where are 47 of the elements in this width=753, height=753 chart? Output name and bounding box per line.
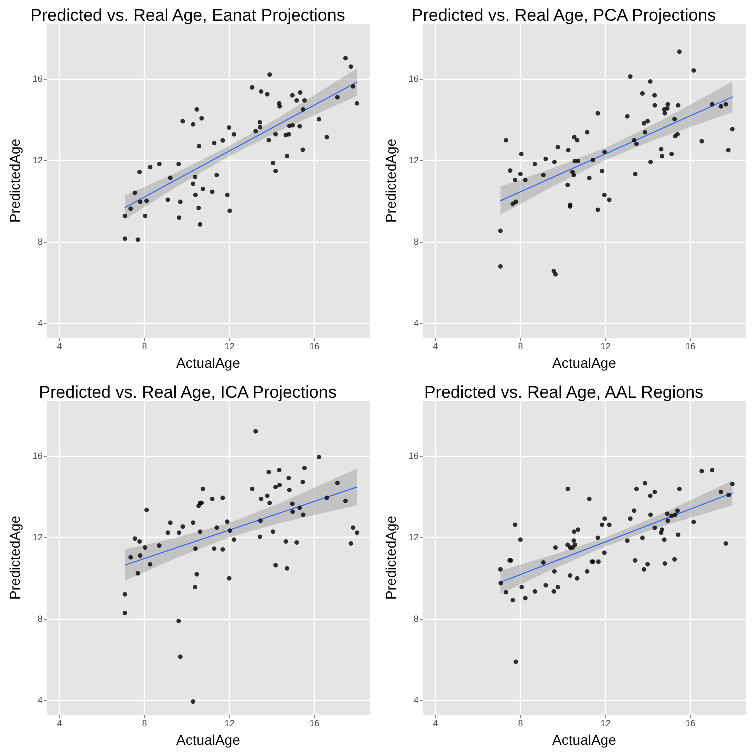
y-axis-title: PredictedAge (7, 515, 23, 600)
x-tick-label: 16 (310, 718, 320, 728)
line-series (124, 82, 358, 208)
y-tick-label: 16 (32, 74, 43, 84)
y-tick-label: 4 (414, 318, 419, 329)
x-tick-label: 16 (686, 342, 696, 352)
y-axis-title: PredictedAge (383, 138, 399, 224)
line-series (124, 486, 358, 566)
x-tick-label: 12 (600, 342, 611, 352)
y-tick-label: 8 (38, 237, 43, 248)
x-tick-label: 8 (518, 718, 524, 728)
x-tick-label: 8 (142, 718, 148, 728)
x-axis-title: ActualAge (552, 731, 617, 748)
x-axis-title: ActualAge (176, 731, 241, 748)
y-tick-label: 12 (408, 532, 419, 542)
x-tick-label: 12 (224, 342, 235, 352)
chart-title: Predicted vs. Real Age, PCA Projections (412, 6, 716, 25)
y-tick-label: 4 (414, 695, 419, 706)
y-axis-title: PredictedAge (7, 138, 23, 224)
y-tick-label: 4 (38, 695, 43, 706)
x-tick-label: 4 (433, 342, 438, 352)
y-tick-label: 8 (414, 614, 419, 624)
y-tick-label: 16 (408, 74, 419, 84)
y-tick-label: 16 (408, 450, 419, 461)
x-axis-title: ActualAge (176, 354, 241, 371)
y-tick-label: 8 (38, 614, 43, 624)
chart-title: Predicted vs. Real Age, AAL Regions (424, 382, 704, 402)
chart-title: Predicted vs. Real Age, ICA Projections (39, 382, 337, 402)
chart-title: Predicted vs. Real Age, Eanat Projections (30, 6, 346, 25)
x-tick-label: 16 (686, 718, 696, 728)
x-axis-title: ActualAge (552, 354, 617, 371)
y-tick-label: 12 (408, 156, 419, 166)
x-tick-label: 12 (600, 718, 611, 728)
x-tick-label: 16 (310, 342, 320, 352)
y-tick-label: 4 (38, 318, 43, 329)
x-tick-label: 4 (433, 718, 438, 728)
y-tick-label: 12 (32, 532, 43, 542)
x-tick-label: 8 (518, 342, 524, 352)
y-tick-label: 8 (414, 237, 419, 248)
x-tick-label: 12 (224, 718, 235, 728)
x-tick-label: 4 (57, 342, 62, 352)
y-tick-label: 16 (32, 450, 43, 461)
y-axis-title: PredictedAge (383, 515, 399, 600)
x-tick-label: 4 (57, 718, 62, 728)
y-tick-label: 12 (32, 156, 43, 166)
line-series (500, 96, 734, 202)
x-tick-label: 8 (142, 342, 148, 352)
